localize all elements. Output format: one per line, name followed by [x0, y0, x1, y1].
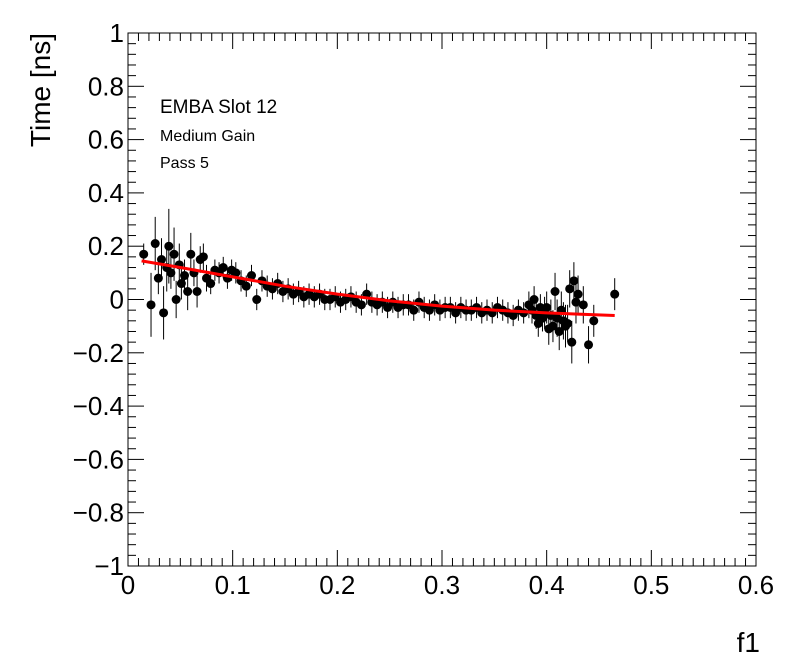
- y-tick-label: −0.4: [73, 391, 124, 421]
- data-point: [589, 316, 599, 326]
- data-point: [218, 263, 228, 273]
- x-tick-label: 0.5: [633, 570, 669, 600]
- data-point: [542, 302, 552, 312]
- data-point: [146, 300, 156, 310]
- data-point: [159, 308, 169, 318]
- y-tick-label: 0.2: [88, 231, 124, 261]
- data-point: [571, 297, 581, 307]
- y-axis-ticks: [128, 32, 756, 567]
- x-tick-label: 0.3: [424, 570, 460, 600]
- data-point: [139, 249, 149, 259]
- data-point: [529, 295, 539, 304]
- data-point: [156, 255, 166, 265]
- fit-curve: [141, 259, 615, 317]
- y-tick-label: −1: [94, 551, 124, 581]
- y-tick-label: 1: [110, 18, 124, 48]
- data-point: [567, 337, 577, 347]
- y-axis-title: Time [ns]: [25, 33, 56, 147]
- data-point: [610, 289, 620, 299]
- y-tick-label: 0.4: [88, 178, 124, 208]
- data-point: [183, 287, 193, 297]
- x-axis-tick-labels: 0 0.1 0.2 0.3 0.4 0.5 0.6: [121, 570, 774, 600]
- data-point: [409, 305, 419, 315]
- data-point: [563, 318, 573, 328]
- data-point: [171, 295, 181, 304]
- data-point: [569, 276, 579, 286]
- y-tick-label: 0: [110, 285, 124, 315]
- data-point: [554, 326, 564, 336]
- x-axis-ticks: [127, 33, 757, 566]
- data-point: [150, 239, 160, 249]
- x-tick-label: 0.4: [529, 570, 565, 600]
- x-tick-label: 0.1: [215, 570, 251, 600]
- data-point: [565, 284, 575, 294]
- data-point: [356, 300, 366, 310]
- data-point: [550, 287, 560, 297]
- error-bars: [143, 208, 616, 364]
- data-point: [198, 252, 208, 262]
- data-point: [252, 295, 262, 304]
- x-axis-title: f1: [737, 627, 760, 658]
- data-point: [176, 279, 186, 289]
- data-points: [139, 239, 620, 350]
- annotation-gain: Medium Gain: [160, 128, 255, 145]
- x-tick-label: 0.6: [738, 570, 774, 600]
- data-point: [153, 273, 163, 283]
- data-point: [548, 321, 558, 331]
- data-point: [573, 289, 583, 299]
- data-point: [578, 300, 588, 310]
- y-axis-tick-labels: −1 −0.8 −0.6 −0.4 −0.2 0 0.2 0.4 0.6 0.8 1: [73, 18, 124, 581]
- data-point: [206, 279, 216, 289]
- y-tick-label: 0.8: [88, 71, 124, 101]
- y-tick-label: −0.8: [73, 498, 124, 528]
- data-point: [166, 268, 176, 278]
- annotation-pass: Pass 5: [160, 155, 209, 172]
- data-point: [247, 271, 257, 281]
- y-tick-label: −0.6: [73, 444, 124, 474]
- data-point: [231, 268, 241, 278]
- data-point: [192, 287, 202, 297]
- x-tick-label: 0: [121, 570, 135, 600]
- data-point: [186, 249, 196, 259]
- data-point: [241, 281, 251, 291]
- y-tick-label: 0.6: [88, 125, 124, 155]
- y-tick-label: −0.2: [73, 338, 124, 368]
- data-point: [164, 241, 174, 251]
- data-point: [584, 340, 594, 350]
- data-point: [180, 271, 190, 281]
- x-tick-label: 0.2: [319, 570, 355, 600]
- annotation-slot: EMBA Slot 12: [160, 97, 277, 118]
- data-point: [169, 249, 179, 259]
